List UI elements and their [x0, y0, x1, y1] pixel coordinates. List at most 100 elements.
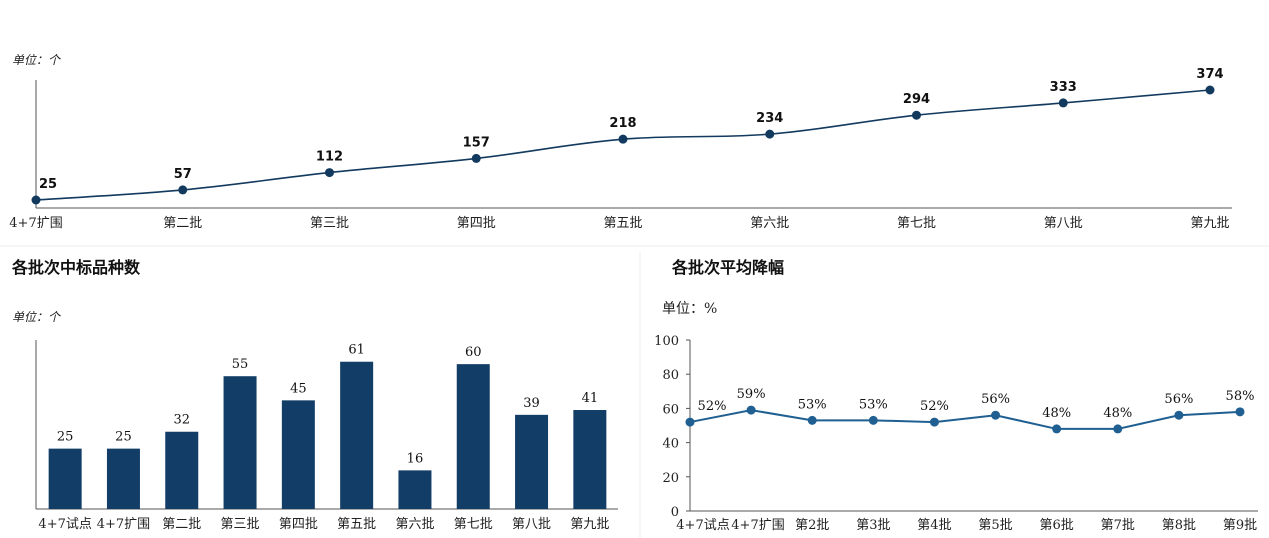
rate-x-tick: 第4批 [917, 518, 951, 533]
top-data-label: 157 [463, 135, 490, 150]
rate-point [746, 405, 756, 415]
rate-y-tick: 100 [654, 334, 679, 349]
bar [48, 448, 82, 509]
top-line-chart: 单位：个 25 4+7扩围 57 第二批 112 第三批 157 第四批 218 第五批 234 第六… [9, 53, 1232, 231]
rate-y-tick: 60 [662, 402, 679, 417]
top-data-label: 294 [903, 92, 930, 107]
rate-data-label: 52% [920, 399, 949, 414]
rate-x-tick: 第5批 [978, 518, 1012, 533]
bar [515, 414, 549, 509]
rate-data-label: 52% [698, 399, 727, 414]
rate-x-tick: 第2批 [795, 518, 829, 533]
rate-series-line [689, 409, 1241, 430]
bar-data-label: 45 [290, 381, 307, 396]
bar [456, 364, 490, 509]
rate-data-label: 48% [1042, 406, 1071, 421]
top-point [912, 110, 921, 120]
rate-data-label: 56% [981, 392, 1010, 407]
bar-x-tick: 第六批 [395, 517, 434, 532]
rate-point [685, 417, 695, 427]
bar [165, 431, 199, 509]
rate-y-tick: 40 [662, 437, 679, 452]
rate-point [991, 410, 1001, 420]
top-data-label: 218 [609, 116, 636, 131]
bar-chart-title: 各批次中标品种数 [11, 258, 141, 277]
rate-data-label: 48% [1103, 406, 1132, 421]
top-unit-label: 单位：个 [12, 53, 61, 67]
rate-point [1113, 424, 1123, 434]
rate-chart-title: 各批次平均降幅 [671, 258, 784, 277]
top-x-tick: 4+7扩围 [9, 216, 62, 231]
top-data-label: 234 [756, 111, 783, 126]
bar-data-label: 60 [465, 345, 482, 360]
top-x-tick: 第六批 [750, 216, 789, 231]
top-data-label: 374 [1196, 67, 1223, 82]
top-x-tick: 第九批 [1190, 216, 1229, 231]
bar-data-label: 25 [115, 430, 132, 445]
rate-y-tick: 20 [662, 471, 679, 486]
rate-data-label: 58% [1226, 389, 1255, 404]
bar [223, 376, 257, 509]
rate-data-label: 59% [737, 387, 766, 402]
top-x-tick: 第四批 [457, 216, 496, 231]
bar-x-tick: 第九批 [570, 517, 609, 532]
bar-data-label: 41 [582, 391, 599, 406]
bar-x-tick: 第四批 [279, 517, 318, 532]
bar [398, 470, 432, 509]
bar [573, 410, 607, 509]
bar [340, 361, 374, 509]
top-point [1205, 85, 1215, 95]
rate-line-chart: 各批次平均降幅 单位：% 0 20 40 60 80 100 52% 4+7试点 59% 4+7扩… [654, 258, 1258, 533]
rate-point [1174, 410, 1184, 420]
top-data-label: 333 [1050, 80, 1077, 95]
rate-x-tick: 第9批 [1223, 518, 1257, 533]
top-point [1058, 98, 1068, 108]
bar-unit-label: 单位：个 [12, 310, 61, 324]
bar-x-tick: 4+7扩围 [97, 517, 150, 532]
bar-x-tick: 第二批 [162, 517, 201, 532]
rate-x-tick: 4+7扩围 [731, 518, 784, 533]
rate-data-label: 53% [859, 397, 888, 412]
rate-point [1052, 424, 1062, 434]
top-point [178, 185, 188, 195]
rate-point [929, 417, 939, 427]
bar-x-tick: 第七批 [454, 517, 493, 532]
rate-x-tick: 第6批 [1040, 518, 1074, 533]
top-data-label: 57 [174, 167, 192, 182]
rate-data-label: 56% [1164, 392, 1193, 407]
bar-data-label: 55 [232, 357, 249, 372]
top-x-tick: 第七批 [897, 216, 936, 231]
top-data-label: 25 [39, 177, 57, 192]
bar-data-label: 25 [57, 430, 74, 445]
bar-data-label: 39 [523, 396, 540, 411]
bar-data-label: 32 [173, 413, 190, 428]
top-point [471, 153, 481, 163]
rate-x-tick: 第3批 [856, 518, 890, 533]
rate-data-label: 53% [798, 397, 827, 412]
rate-point [1235, 407, 1245, 417]
top-point [325, 168, 334, 178]
bar [281, 400, 315, 509]
bar-x-tick: 第八批 [512, 517, 551, 532]
rate-x-tick: 4+7试点 [676, 518, 729, 533]
bar-x-tick: 4+7试点 [38, 517, 91, 532]
bar-x-tick: 第五批 [337, 517, 376, 532]
rate-point [868, 415, 878, 425]
top-x-tick: 第二批 [163, 216, 202, 231]
rate-y-tick: 80 [662, 368, 679, 383]
top-x-tick: 第三批 [310, 216, 349, 231]
top-point [31, 195, 41, 205]
bar [106, 448, 140, 509]
rate-unit-label: 单位：% [662, 301, 717, 317]
rate-y-tick: 0 [671, 505, 679, 520]
top-x-tick: 第八批 [1044, 216, 1083, 231]
rate-x-tick: 第7批 [1101, 518, 1135, 533]
bar-chart: 各批次中标品种数 单位：个 25 4+7试点 25 4+7扩围 32 第二批 55 第三批 45… [11, 258, 618, 532]
bar-data-label: 61 [348, 343, 365, 358]
top-data-label: 112 [316, 150, 343, 165]
top-point [765, 129, 775, 139]
top-point [618, 134, 628, 144]
bar-data-label: 16 [407, 451, 424, 466]
bar-x-tick: 第三批 [221, 517, 260, 532]
